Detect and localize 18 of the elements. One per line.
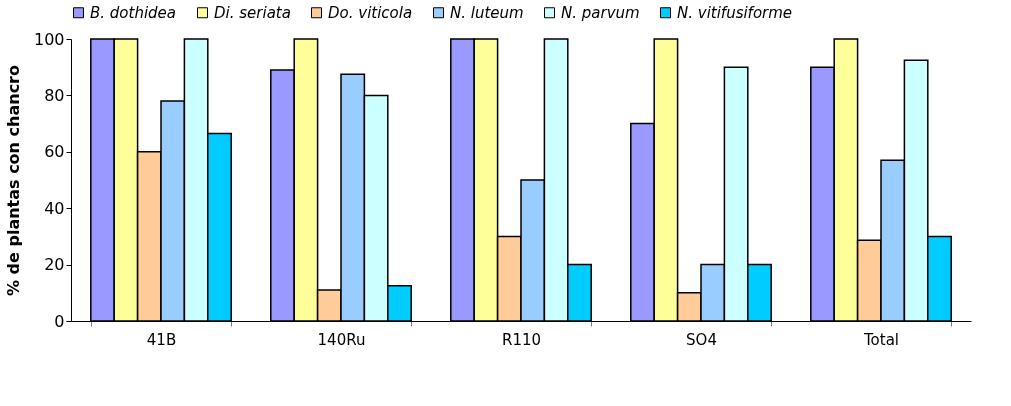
y-tick-label: 20 <box>44 255 65 275</box>
y-tick-label: 60 <box>44 142 65 162</box>
x-tick-label: 41B <box>146 330 177 349</box>
legend-label: Do. viticola <box>328 3 413 22</box>
y-tick-label: 80 <box>44 85 65 105</box>
x-tick-label: SO4 <box>686 330 717 349</box>
legend-label: N. luteum <box>450 3 524 22</box>
y-axis-title: % de plantas con chancro <box>3 64 23 297</box>
y-tick-label: 40 <box>44 198 65 218</box>
x-tick-label: R110 <box>501 330 542 349</box>
legend-label: Di. seriata <box>214 3 291 22</box>
x-tick-label: 140Ru <box>317 330 366 349</box>
y-tick-label: 100 <box>33 29 65 49</box>
x-tick-label: Total <box>862 330 900 349</box>
legend-label: B. dothidea <box>90 3 177 22</box>
legend-label: N. vitifusiforme <box>677 3 793 22</box>
legend-label: N. parvum <box>561 3 640 22</box>
y-tick-label: 0 <box>54 311 65 331</box>
